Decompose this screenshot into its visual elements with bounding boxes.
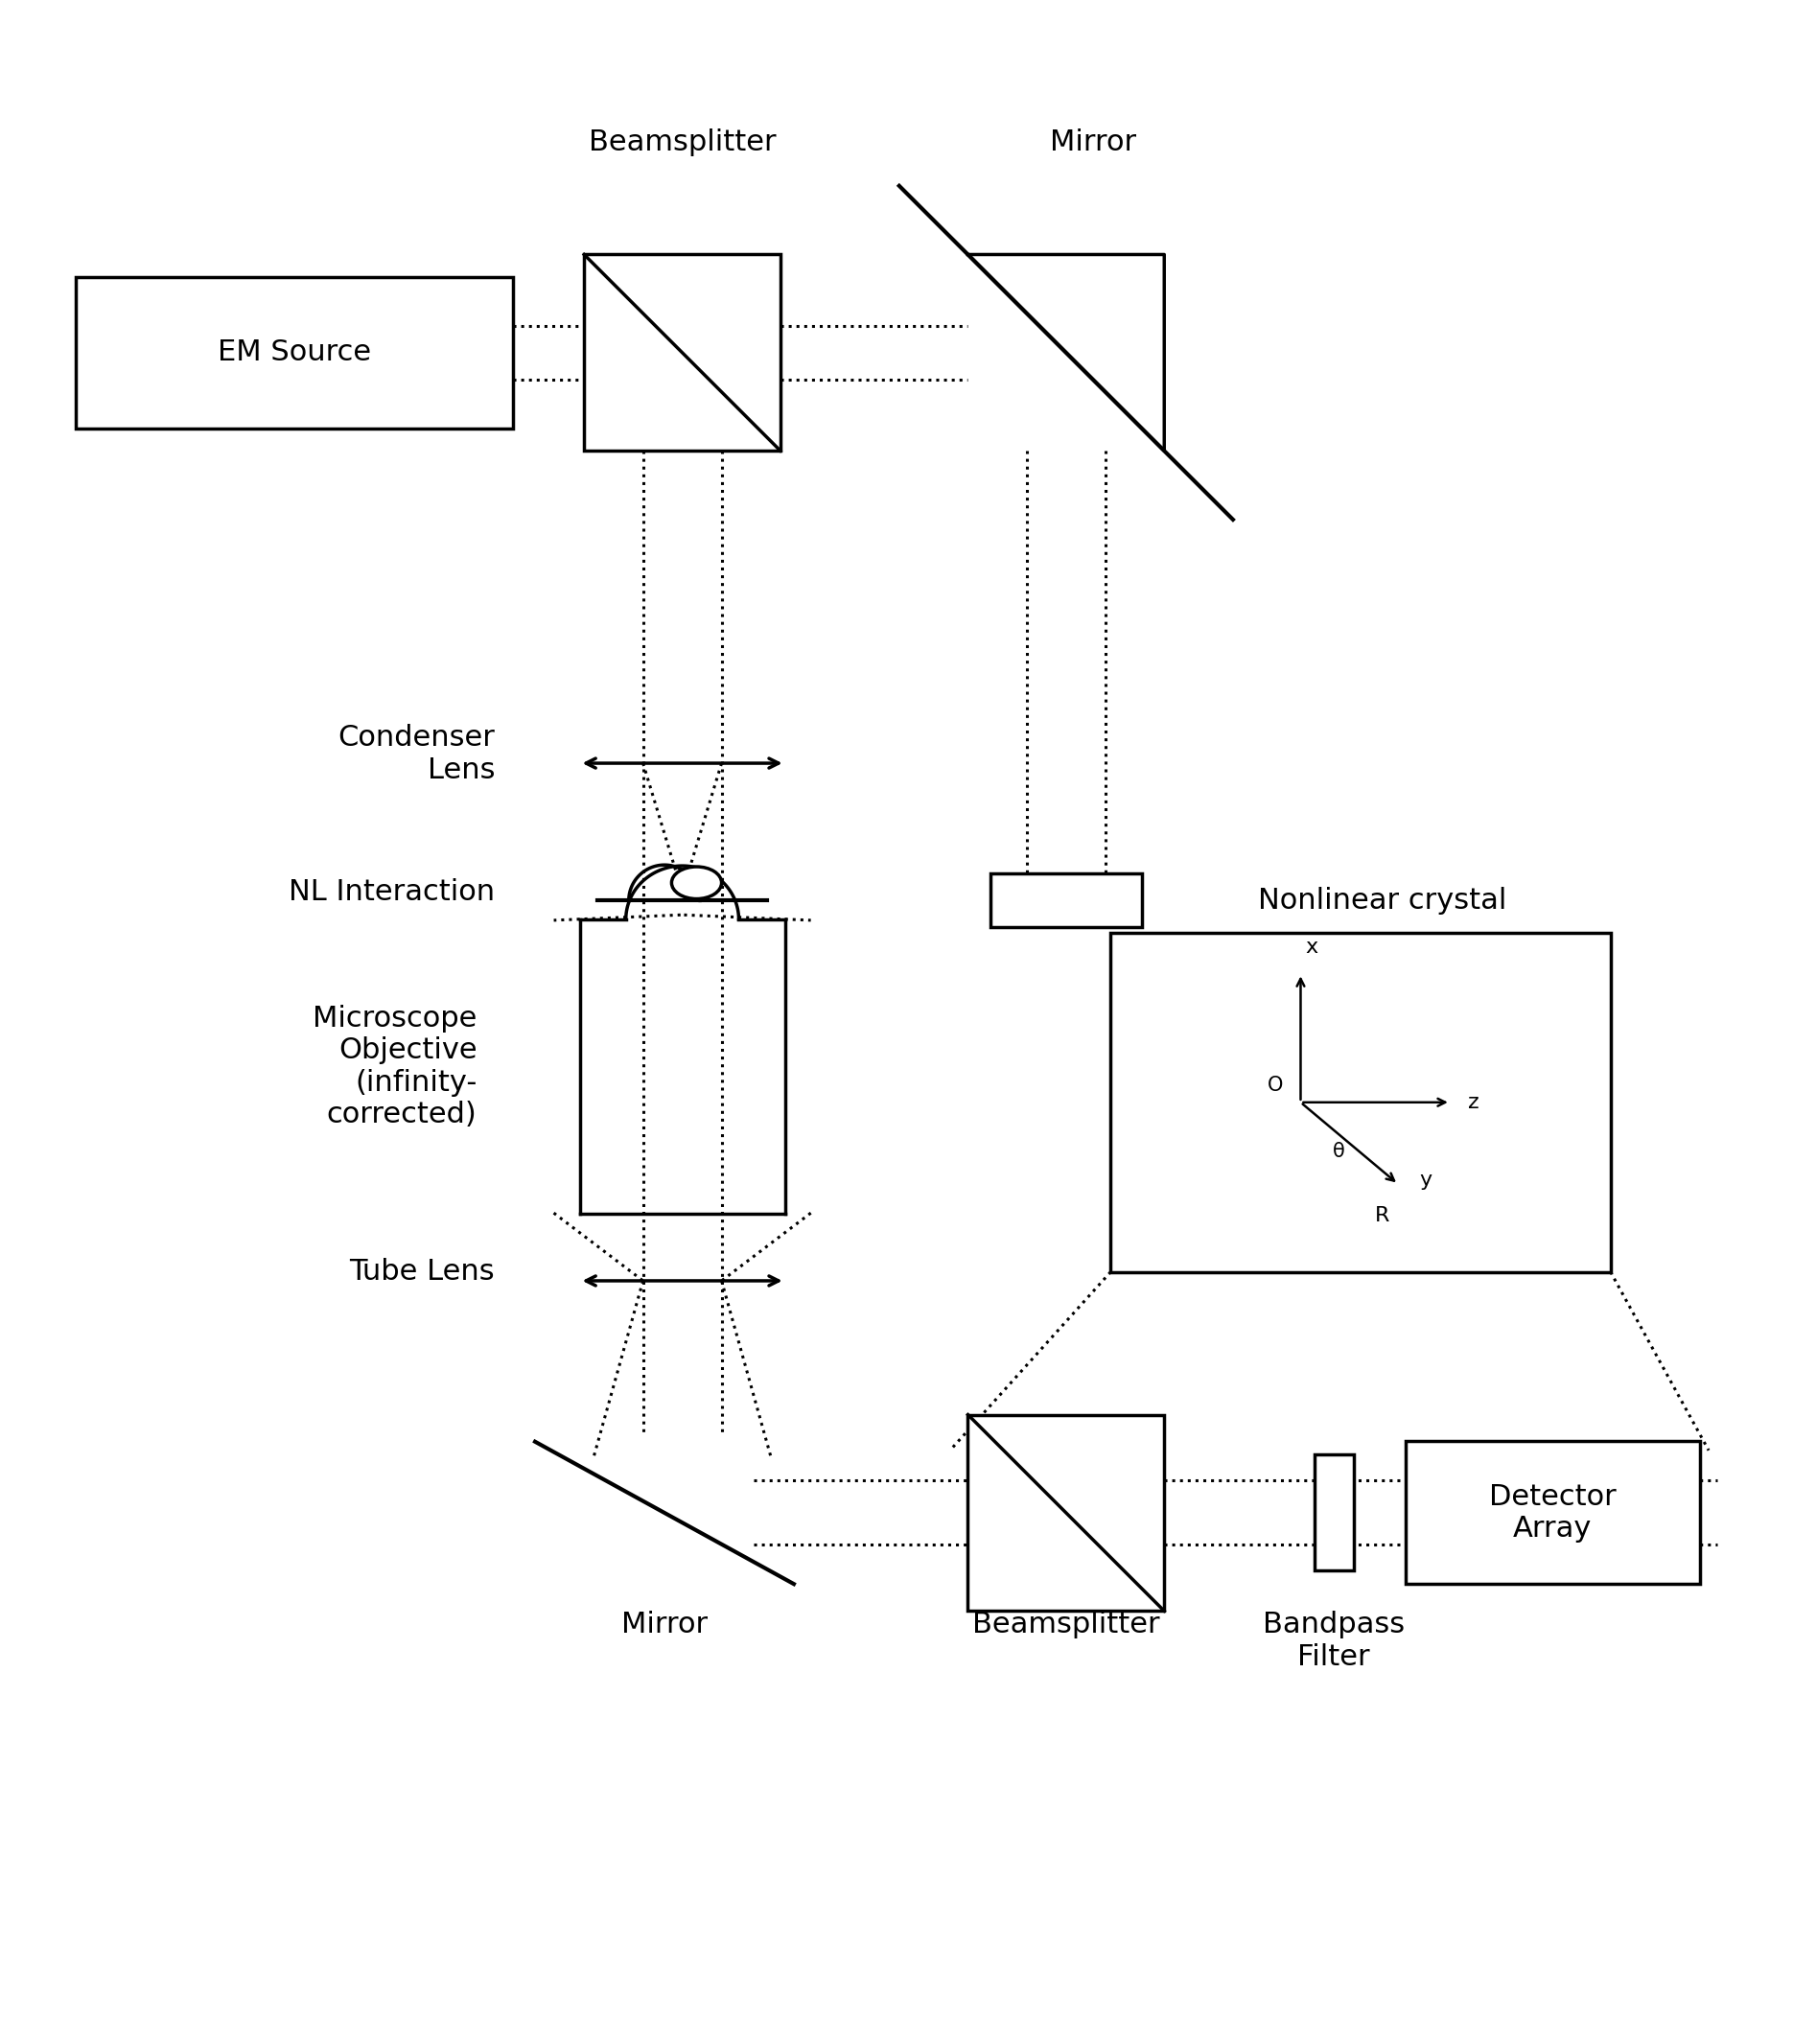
Bar (1110, 932, 1610, 1271)
Bar (75, 276, 513, 429)
Text: Nonlinear crystal: Nonlinear crystal (1259, 887, 1506, 914)
Text: Detector
Array: Detector Array (1488, 1482, 1615, 1543)
Text: Mirror: Mirror (1049, 129, 1137, 155)
Text: z: z (1468, 1094, 1479, 1112)
Ellipse shape (672, 867, 721, 899)
Text: NL Interaction: NL Interaction (289, 877, 495, 905)
Text: EM Source: EM Source (217, 339, 371, 366)
Text: Mirror: Mirror (620, 1611, 708, 1639)
Text: O: O (1268, 1075, 1282, 1096)
Bar (585, 255, 780, 452)
Text: Beamsplitter: Beamsplitter (972, 1611, 1160, 1639)
Text: y: y (1420, 1171, 1433, 1190)
Text: Beamsplitter: Beamsplitter (588, 129, 776, 155)
Bar (1406, 1441, 1700, 1584)
Text: θ: θ (1332, 1143, 1345, 1161)
Text: Bandpass
Filter: Bandpass Filter (1262, 1611, 1406, 1672)
Text: Microscope
Objective
(infinity-
corrected): Microscope Objective (infinity- correcte… (312, 1004, 477, 1128)
Bar (1314, 1455, 1354, 1572)
Text: Condenser
Lens: Condenser Lens (337, 724, 495, 785)
Bar (990, 875, 1142, 928)
Text: Tube Lens: Tube Lens (350, 1257, 495, 1286)
Bar (968, 1414, 1164, 1611)
Text: R: R (1375, 1206, 1390, 1224)
Text: x: x (1305, 938, 1318, 957)
